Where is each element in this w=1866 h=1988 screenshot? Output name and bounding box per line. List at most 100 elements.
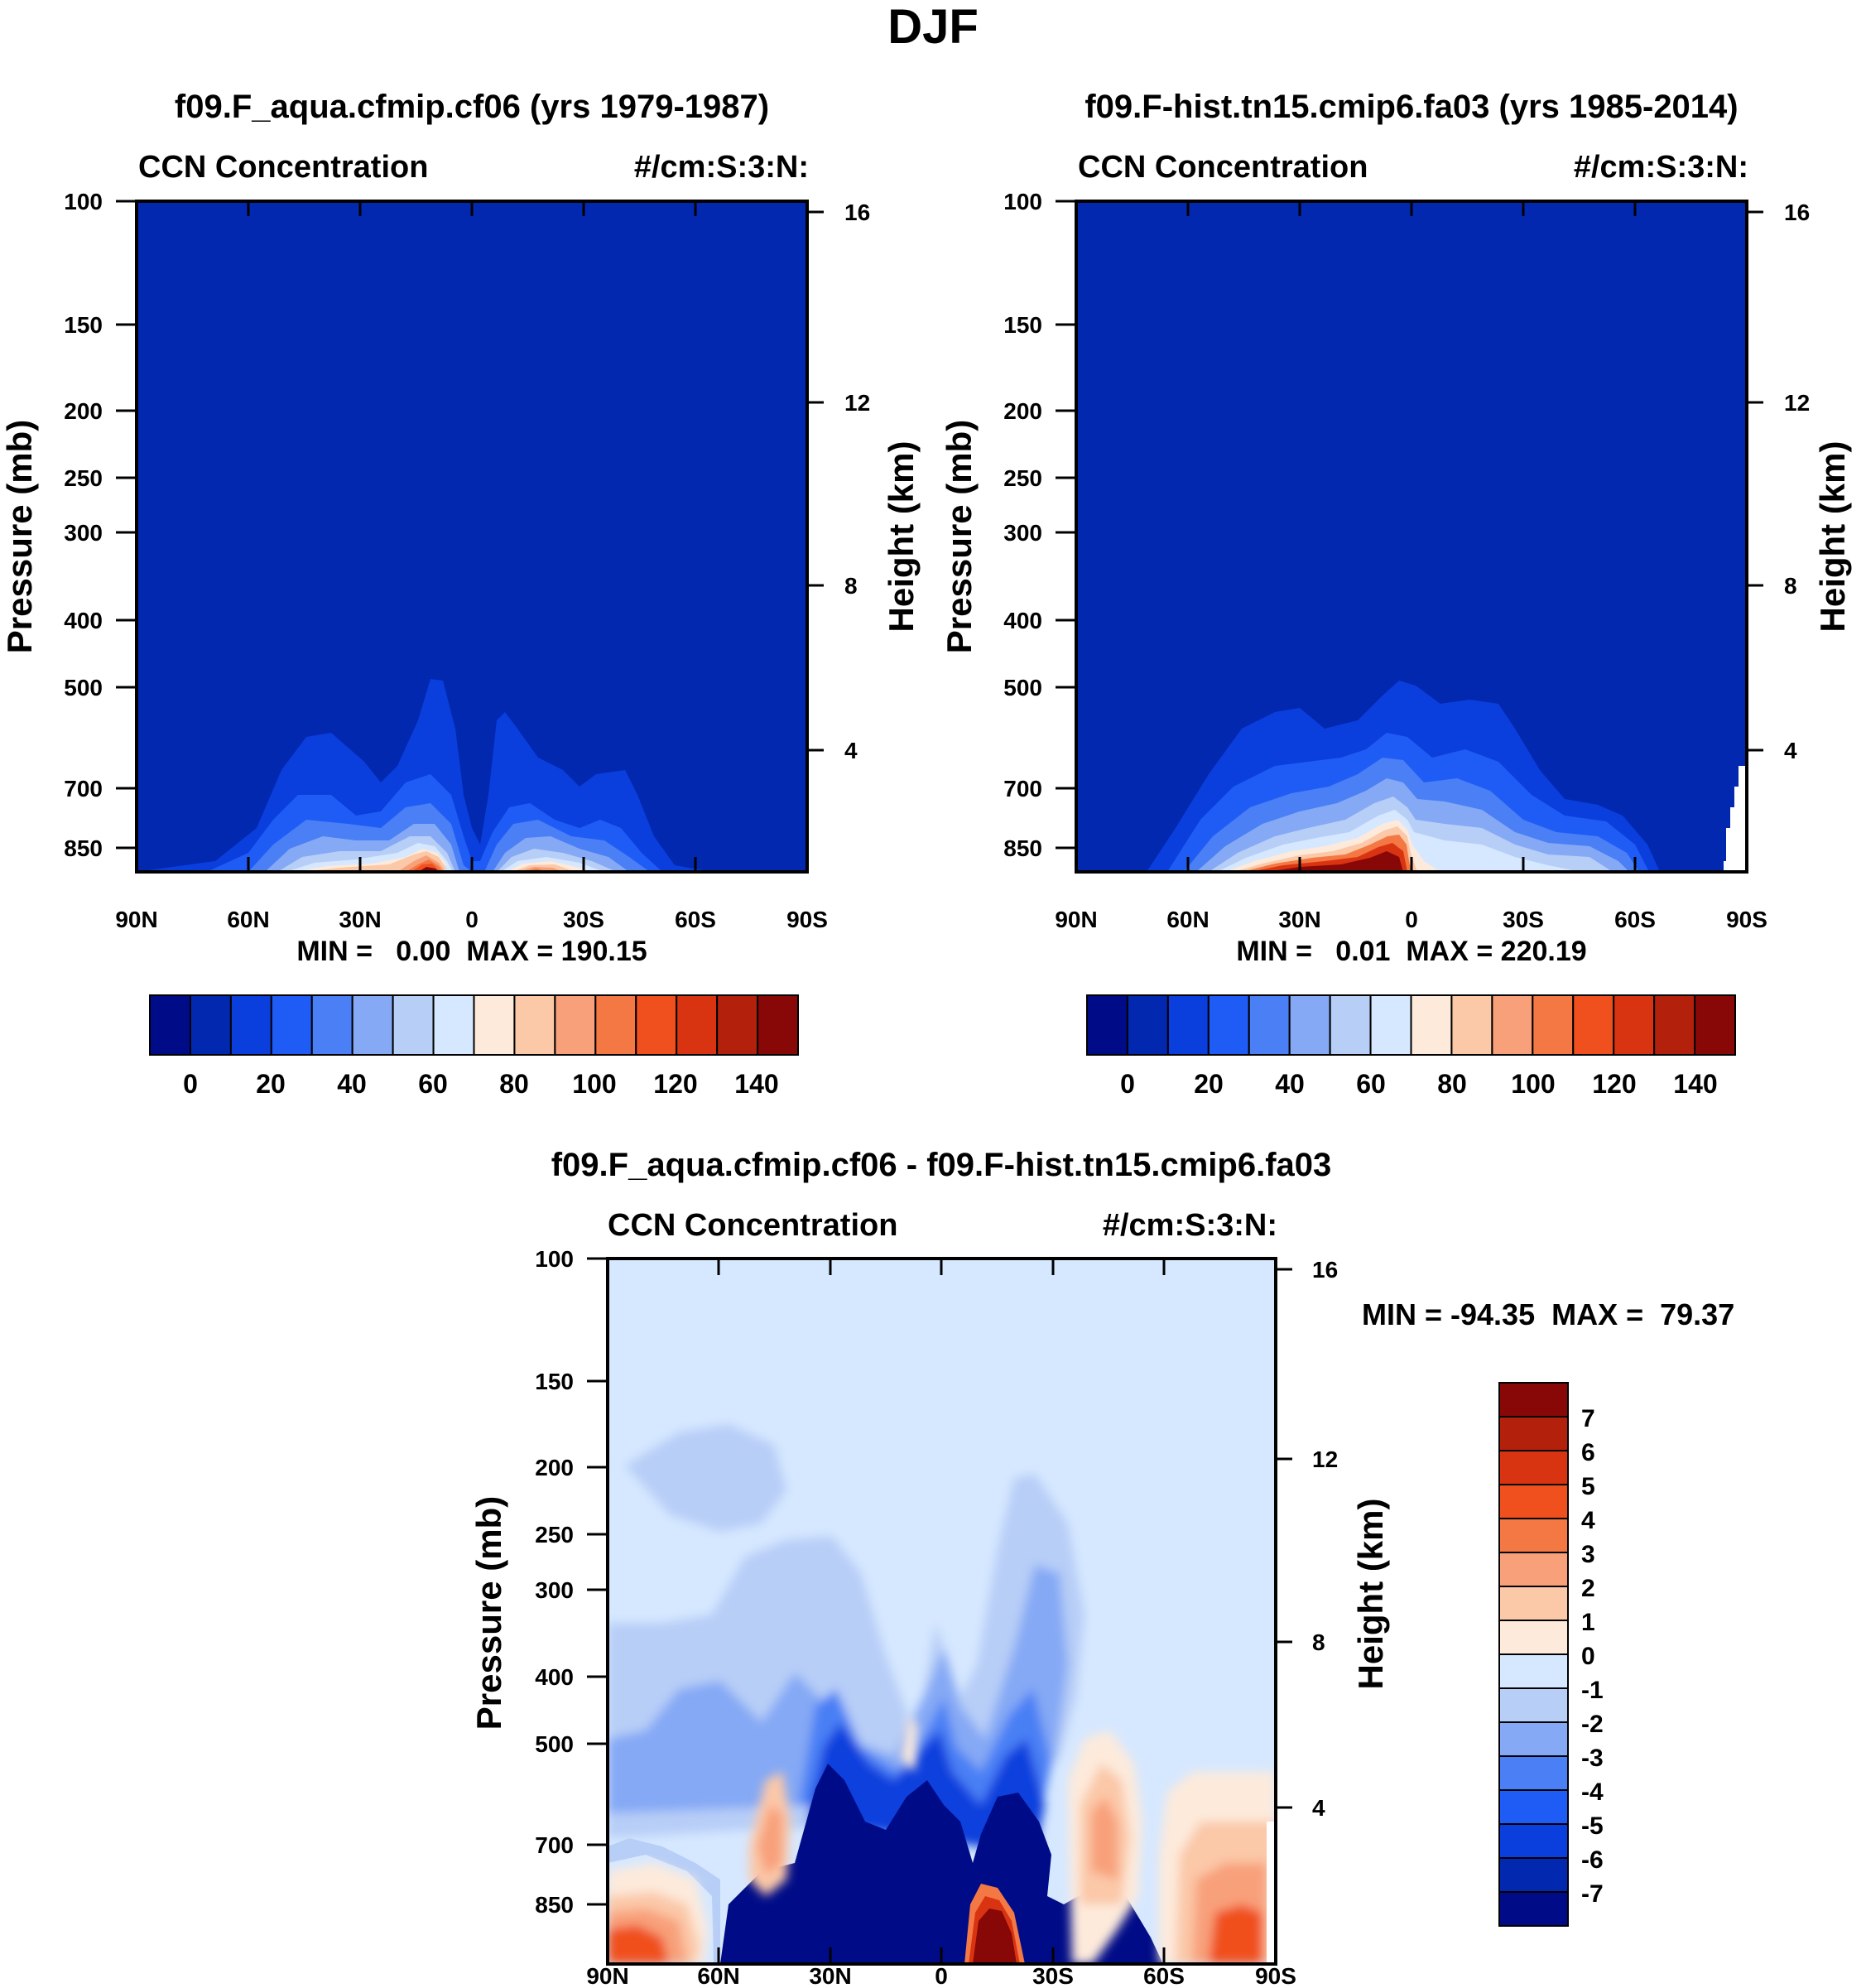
missing-data-region bbox=[1267, 1822, 1276, 1964]
colorbar-swatch bbox=[554, 994, 597, 1056]
colorbar-swatch bbox=[1288, 994, 1331, 1056]
colorbar-swatch bbox=[1126, 994, 1169, 1056]
x-tick-label: 60S bbox=[1143, 1963, 1185, 1988]
positive-blob bbox=[901, 1714, 917, 1772]
y-tick-label: 400 bbox=[64, 608, 103, 633]
panel-title: f09.F_aqua.cfmip.cf06 - f09.F-hist.tn15.… bbox=[551, 1147, 1332, 1183]
y-tick-label: 700 bbox=[1003, 776, 1042, 801]
colorbar-swatch bbox=[392, 994, 435, 1056]
x-axis: 90N 60N 30N 0 30S 60S 90S bbox=[115, 201, 828, 932]
x-tick-label: 90N bbox=[115, 907, 157, 932]
y-axis-label: Pressure (mb) bbox=[469, 1496, 508, 1730]
colorbar-swatch bbox=[432, 994, 475, 1056]
colorbar-label: 140 bbox=[1673, 1069, 1717, 1099]
y-tick-label: 850 bbox=[64, 835, 103, 861]
colorbar-swatch bbox=[1572, 994, 1615, 1056]
y-axis-right: 16 12 8 4 Height (km) bbox=[1276, 1257, 1390, 1821]
y-tick-label: 850 bbox=[535, 1892, 574, 1918]
x-tick-label: 60N bbox=[227, 907, 269, 932]
colorbar-label: 100 bbox=[1511, 1069, 1555, 1099]
y-right-axis-label: Height (km) bbox=[882, 441, 921, 633]
colorbar-swatch bbox=[1498, 1721, 1569, 1757]
colorbar-swatch bbox=[1248, 994, 1291, 1056]
x-tick-label: 30S bbox=[1503, 907, 1544, 932]
y-tick-label: 300 bbox=[535, 1577, 574, 1603]
colorbar-swatch bbox=[716, 994, 759, 1056]
colorbar-label: 0 bbox=[1581, 1643, 1595, 1670]
colorbar-label: -6 bbox=[1581, 1846, 1604, 1874]
variable-label: CCN Concentration bbox=[608, 1208, 897, 1243]
colorbar-label: 100 bbox=[572, 1069, 616, 1099]
y-tick-label: 300 bbox=[1003, 520, 1042, 546]
units-label: #/cm:S:3:N: bbox=[1574, 150, 1748, 185]
variable-label: CCN Concentration bbox=[1078, 150, 1368, 185]
y-right-tick-label: 8 bbox=[1312, 1629, 1325, 1655]
colorbar-label: 60 bbox=[1356, 1069, 1386, 1099]
x-tick-label: 30S bbox=[563, 907, 604, 932]
colorbar bbox=[1086, 994, 1736, 1056]
x-tick-label: 90N bbox=[586, 1963, 628, 1988]
y-tick-label: 250 bbox=[535, 1522, 574, 1548]
panel-title: f09.F_aqua.cfmip.cf06 (yrs 1979-1987) bbox=[175, 89, 769, 125]
colorbar-label: 4 bbox=[1581, 1507, 1595, 1534]
colorbar-label: 7 bbox=[1581, 1405, 1595, 1432]
colorbar-swatch bbox=[1498, 1416, 1569, 1451]
units-label: #/cm:S:3:N: bbox=[634, 150, 809, 185]
y-tick-label: 400 bbox=[535, 1664, 574, 1690]
panel-difference: f09.F_aqua.cfmip.cf06 - f09.F-hist.tn15.… bbox=[469, 1147, 1734, 1988]
y-tick-label: 500 bbox=[535, 1731, 574, 1757]
figure-title: DJF bbox=[887, 0, 979, 54]
y-right-axis-label: Height (km) bbox=[1813, 441, 1852, 633]
y-tick-label: 200 bbox=[1003, 398, 1042, 424]
y-tick-label: 100 bbox=[535, 1246, 574, 1272]
colorbar-swatch bbox=[1207, 994, 1250, 1056]
colorbar-label: 0 bbox=[183, 1069, 198, 1099]
x-tick-label: 0 bbox=[1405, 907, 1418, 932]
y-axis-label: Pressure (mb) bbox=[0, 420, 39, 653]
panel-control: f09.F_aqua.cfmip.cf06 (yrs 1979-1987) CC… bbox=[0, 89, 921, 1099]
colorbar-swatch bbox=[1491, 994, 1534, 1056]
y-right-tick-label: 8 bbox=[844, 573, 858, 599]
contour-level-minus7 bbox=[720, 1764, 1163, 1964]
y-tick-label: 400 bbox=[1003, 608, 1042, 633]
colorbar-swatch bbox=[1613, 994, 1656, 1056]
colorbar-label: 80 bbox=[499, 1069, 529, 1099]
missing-data-region bbox=[1724, 766, 1747, 872]
y-right-axis-label: Height (km) bbox=[1351, 1499, 1390, 1690]
colorbar-swatch bbox=[1498, 1857, 1569, 1893]
y-axis-right: 16 12 8 4 Height (km) bbox=[807, 200, 921, 763]
colorbar-label: -3 bbox=[1581, 1745, 1604, 1772]
x-tick-label: 30N bbox=[809, 1963, 851, 1988]
y-tick-label: 850 bbox=[1003, 835, 1042, 861]
y-tick-label: 150 bbox=[535, 1369, 574, 1394]
colorbar-label: 6 bbox=[1581, 1439, 1595, 1466]
panel-title: f09.F-hist.tn15.cmip6.fa03 (yrs 1985-201… bbox=[1084, 89, 1738, 125]
colorbar-swatch bbox=[189, 994, 232, 1056]
colorbar-swatch bbox=[1498, 1620, 1569, 1655]
colorbar-swatch bbox=[513, 994, 556, 1056]
y-axis: 100 150 200 250 300 400 500 700 850 Pres… bbox=[940, 189, 1076, 861]
colorbar-swatch bbox=[1086, 994, 1128, 1056]
y-right-tick-label: 16 bbox=[1312, 1257, 1338, 1283]
colorbar-label: 1 bbox=[1581, 1609, 1595, 1636]
positive-blob bbox=[1091, 1797, 1118, 1880]
y-tick-label: 250 bbox=[64, 465, 103, 491]
colorbar-swatch bbox=[1498, 1891, 1569, 1927]
y-right-tick-label: 4 bbox=[1784, 738, 1797, 763]
colorbar-label: -2 bbox=[1581, 1711, 1604, 1738]
colorbar-swatch bbox=[1498, 1552, 1569, 1587]
y-tick-label: 300 bbox=[64, 520, 103, 546]
positive-blob bbox=[1209, 1904, 1262, 1964]
positive-max-blob bbox=[973, 1909, 1017, 1964]
min-max-stats: MIN = 0.01 MAX = 220.19 bbox=[1236, 936, 1586, 967]
colorbar-label: 3 bbox=[1581, 1541, 1595, 1568]
y-axis-label: Pressure (mb) bbox=[940, 420, 979, 653]
y-right-tick-label: 12 bbox=[1784, 390, 1810, 416]
colorbar bbox=[1498, 1382, 1569, 1927]
contour-field bbox=[1076, 201, 1747, 872]
colorbar-swatch bbox=[1450, 994, 1493, 1056]
colorbar-label: 20 bbox=[256, 1069, 286, 1099]
x-tick-label: 60S bbox=[675, 907, 716, 932]
x-tick-label: 90S bbox=[786, 907, 828, 932]
colorbar-swatch bbox=[1498, 1789, 1569, 1825]
